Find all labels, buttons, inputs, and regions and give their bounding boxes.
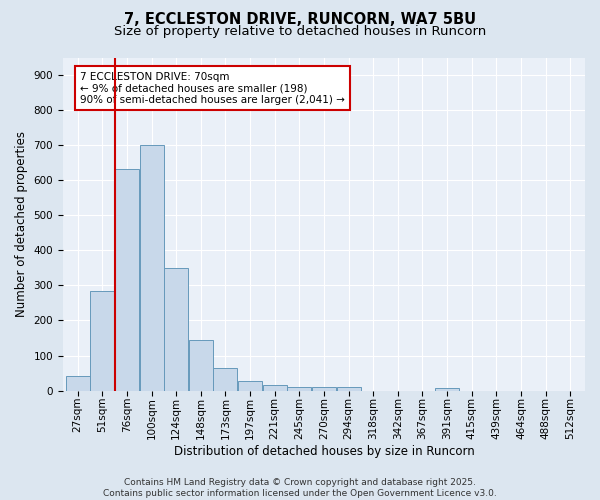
Bar bbox=[263, 386, 287, 390]
Bar bbox=[287, 386, 311, 390]
Bar bbox=[312, 387, 336, 390]
Bar bbox=[164, 268, 188, 390]
X-axis label: Distribution of detached houses by size in Runcorn: Distribution of detached houses by size … bbox=[173, 444, 475, 458]
Bar bbox=[435, 388, 459, 390]
Text: Size of property relative to detached houses in Runcorn: Size of property relative to detached ho… bbox=[114, 25, 486, 38]
Bar bbox=[140, 145, 164, 390]
Y-axis label: Number of detached properties: Number of detached properties bbox=[15, 131, 28, 317]
Bar bbox=[66, 376, 89, 390]
Text: 7, ECCLESTON DRIVE, RUNCORN, WA7 5BU: 7, ECCLESTON DRIVE, RUNCORN, WA7 5BU bbox=[124, 12, 476, 28]
Bar bbox=[115, 169, 139, 390]
Bar bbox=[337, 387, 361, 390]
Bar bbox=[214, 368, 238, 390]
Bar bbox=[189, 340, 213, 390]
Text: Contains HM Land Registry data © Crown copyright and database right 2025.
Contai: Contains HM Land Registry data © Crown c… bbox=[103, 478, 497, 498]
Bar bbox=[91, 290, 114, 390]
Bar bbox=[238, 381, 262, 390]
Text: 7 ECCLESTON DRIVE: 70sqm
← 9% of detached houses are smaller (198)
90% of semi-d: 7 ECCLESTON DRIVE: 70sqm ← 9% of detache… bbox=[80, 72, 345, 104]
